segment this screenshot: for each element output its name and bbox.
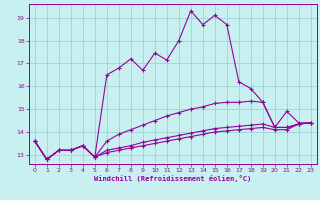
X-axis label: Windchill (Refroidissement éolien,°C): Windchill (Refroidissement éolien,°C) (94, 175, 252, 182)
